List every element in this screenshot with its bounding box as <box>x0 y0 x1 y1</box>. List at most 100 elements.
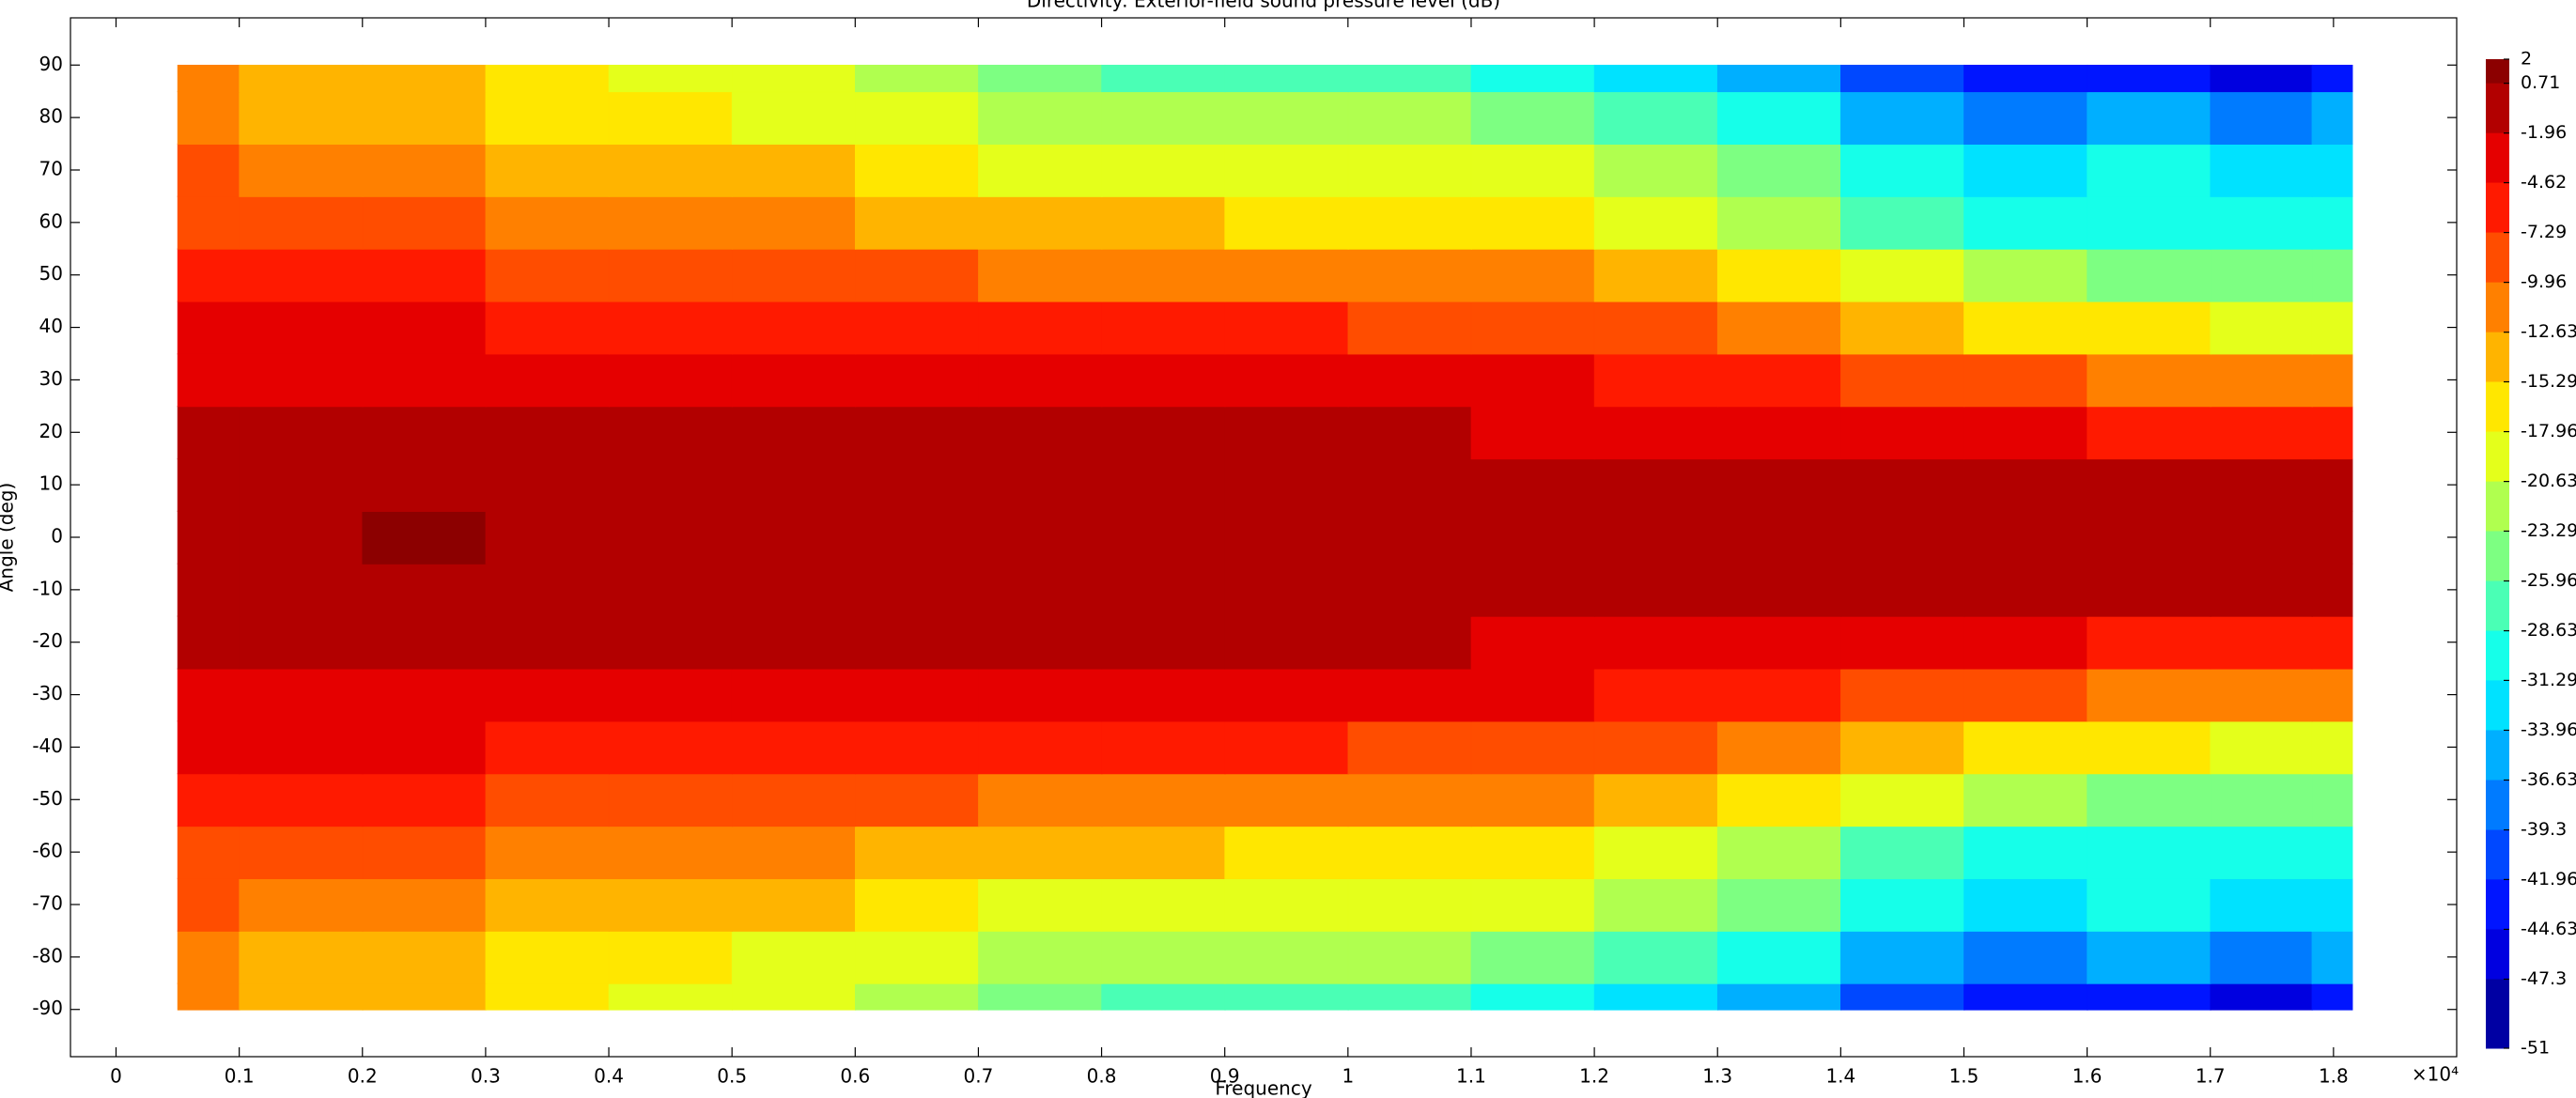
field-cell <box>1347 90 1472 145</box>
colorbar-label: -9.96 <box>2521 271 2567 292</box>
field-cell <box>1224 982 1349 1011</box>
field-cell <box>2311 510 2353 564</box>
field-cell <box>1593 510 1719 564</box>
field-cell <box>855 143 980 197</box>
field-cell <box>1716 406 1842 460</box>
field-cell <box>1470 353 1595 408</box>
field-cell <box>2087 877 2211 932</box>
field-cell <box>1101 301 1226 355</box>
field-cell <box>855 720 980 775</box>
field-cell <box>1101 457 1226 512</box>
field-cell <box>1593 982 1719 1011</box>
field-cell <box>1101 930 1226 984</box>
field-cell <box>1716 825 1842 879</box>
field-cell <box>1840 353 1965 408</box>
field-cell <box>2210 90 2313 145</box>
field-cell <box>362 195 487 250</box>
field-cell <box>362 457 487 512</box>
field-cell <box>1840 301 1965 355</box>
field-cell <box>1224 248 1349 302</box>
field-cell <box>2311 720 2353 775</box>
field-cell <box>1101 563 1226 617</box>
field-cell <box>1101 720 1226 775</box>
colorbar-band <box>2486 59 2509 85</box>
field-cell <box>978 64 1103 93</box>
field-cell <box>2087 825 2211 879</box>
field-cell <box>177 668 241 722</box>
y-tick-label: -90 <box>32 997 63 1019</box>
field-cell <box>2087 982 2211 1011</box>
field-cell <box>2311 982 2353 1011</box>
x-tick-label: 0.6 <box>840 1065 870 1088</box>
y-tick-label: 90 <box>39 53 63 75</box>
colorbar-band <box>2486 232 2509 284</box>
field-cell <box>1101 195 1226 250</box>
field-cell <box>362 877 487 932</box>
field-cell <box>1593 143 1719 197</box>
field-cell <box>1470 248 1595 302</box>
field-cell <box>978 563 1103 617</box>
field-cell <box>855 930 980 984</box>
colorbar-label: 0.71 <box>2521 72 2560 93</box>
field-cell <box>177 982 241 1011</box>
field-cell <box>731 615 857 670</box>
field-cell <box>731 195 857 250</box>
field-cell <box>1840 563 1965 617</box>
y-tick-label: -30 <box>32 682 63 704</box>
field-cell <box>177 248 241 302</box>
colorbar-band <box>2486 979 2509 1049</box>
field-cell <box>608 64 734 93</box>
x-tick-label: 1.3 <box>1702 1065 1732 1088</box>
field-cell <box>485 353 610 408</box>
colorbar-label: -36.63 <box>2521 769 2576 790</box>
field-cell <box>177 195 241 250</box>
field-cell <box>1593 877 1719 932</box>
field-cell <box>1347 982 1472 1011</box>
field-cell <box>177 615 241 670</box>
field-cell <box>855 248 980 302</box>
field-cell <box>608 877 734 932</box>
field-cell <box>362 64 487 93</box>
field-cell <box>1470 510 1595 564</box>
y-tick-label: -20 <box>32 629 63 652</box>
field-cell <box>2210 668 2313 722</box>
field-cell <box>1470 195 1595 250</box>
field-cell <box>485 668 610 722</box>
field-cell <box>1347 773 1472 827</box>
field-cell <box>362 143 487 197</box>
field-cell <box>177 143 241 197</box>
field-cell <box>1963 825 2088 879</box>
field-cell <box>2210 248 2313 302</box>
colorbar-label: -12.63 <box>2521 321 2576 342</box>
field-cell <box>608 195 734 250</box>
field-cell <box>362 510 487 564</box>
x-tick-label: 1.1 <box>1456 1065 1486 1088</box>
colorbar-band <box>2486 730 2509 781</box>
field-cell <box>1101 668 1226 722</box>
field-cell <box>177 773 241 827</box>
colorbar-band <box>2486 630 2509 681</box>
colorbar-band <box>2486 282 2509 333</box>
field-cell <box>1470 457 1595 512</box>
field-cell <box>1716 90 1842 145</box>
field-cell <box>731 668 857 722</box>
field-cell <box>1716 64 1842 93</box>
field-cell <box>1224 457 1349 512</box>
field-cell <box>2311 406 2353 460</box>
field-cell <box>731 510 857 564</box>
field-cell <box>855 773 980 827</box>
field-cell <box>1101 773 1226 827</box>
field-cell <box>239 615 364 670</box>
field-cell <box>855 563 980 617</box>
field-cell <box>485 720 610 775</box>
field-cell <box>2087 563 2211 617</box>
field-cell <box>1593 668 1719 722</box>
field-cell <box>1840 825 1965 879</box>
y-tick-label: 80 <box>39 105 63 128</box>
field-cell <box>1347 668 1472 722</box>
field-cell <box>1224 301 1349 355</box>
field-cell <box>1716 248 1842 302</box>
colorbar-label: -33.96 <box>2521 719 2576 740</box>
field-cell <box>1224 195 1349 250</box>
field-cell <box>1963 90 2088 145</box>
